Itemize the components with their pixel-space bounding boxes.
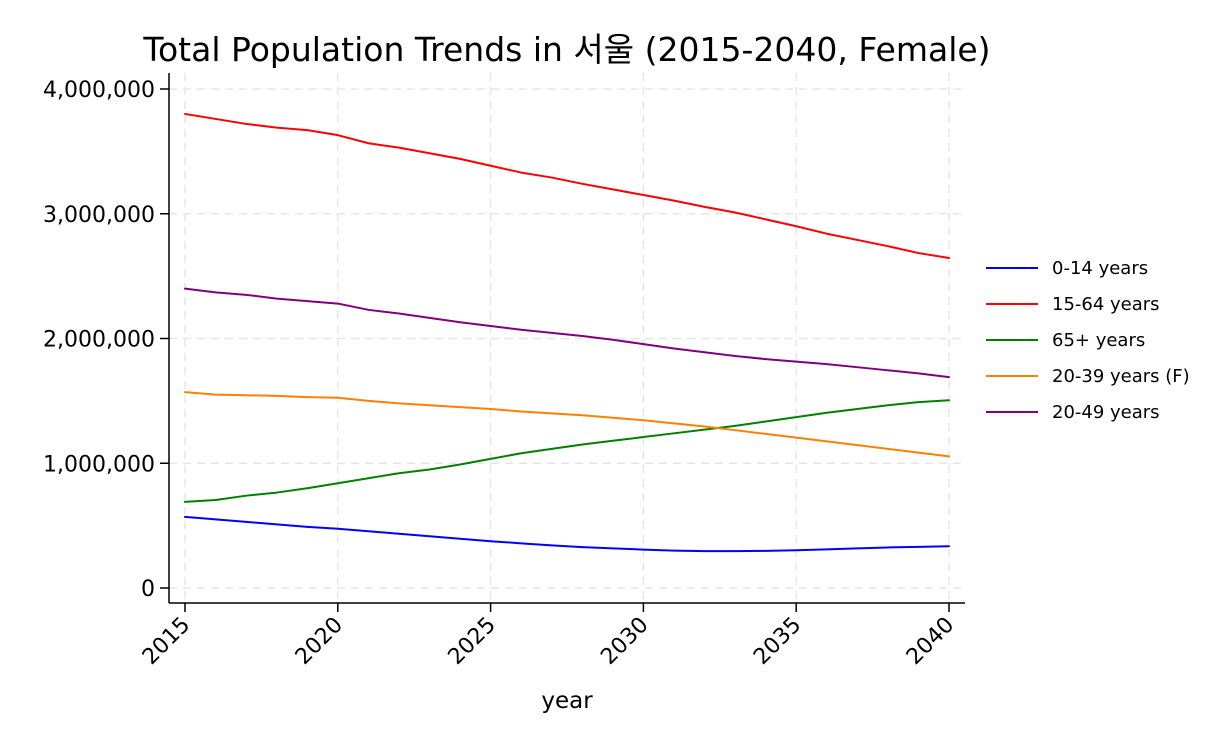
x-tick-label: 2035: [749, 613, 806, 670]
x-axis-title: year: [541, 688, 593, 714]
series-line: [184, 287, 950, 379]
series-layer: [184, 112, 950, 553]
y-tick-label: 3,000,000: [43, 203, 155, 228]
y-tick-label: 2,000,000: [43, 328, 155, 353]
series-line: [184, 399, 950, 503]
x-tick-label: 2025: [444, 613, 501, 670]
grid-layer: [169, 73, 965, 603]
y-tick-label: 0: [141, 577, 155, 602]
x-tick-label: 2020: [291, 613, 348, 670]
x-tick-label: 2015: [138, 613, 195, 670]
y-tick-label: 4,000,000: [43, 78, 155, 103]
series-line: [184, 391, 950, 458]
legend-label: 15-64 years: [1052, 294, 1160, 315]
legend-label: 20-39 years (F): [1052, 366, 1190, 387]
legend-label: 65+ years: [1052, 330, 1145, 351]
series-line: [184, 515, 950, 553]
chart-title: Total Population Trends in 서울 (2015-2040…: [142, 30, 990, 69]
ticks-layer: 0 1,000,000 2,000,000 3,000,000 4,000,000 201…: [43, 78, 959, 670]
legend-label: 20-49 years: [1052, 402, 1160, 423]
legend-label: 0-14 years: [1052, 258, 1148, 279]
x-tick-label: 2030: [596, 613, 653, 670]
x-tick-label: 2040: [902, 613, 959, 670]
y-tick-label: 1,000,000: [43, 452, 155, 477]
legend: 0-14 years 15-64 years 65+ years 20-39 year…: [986, 258, 1190, 423]
series-line: [184, 112, 950, 260]
